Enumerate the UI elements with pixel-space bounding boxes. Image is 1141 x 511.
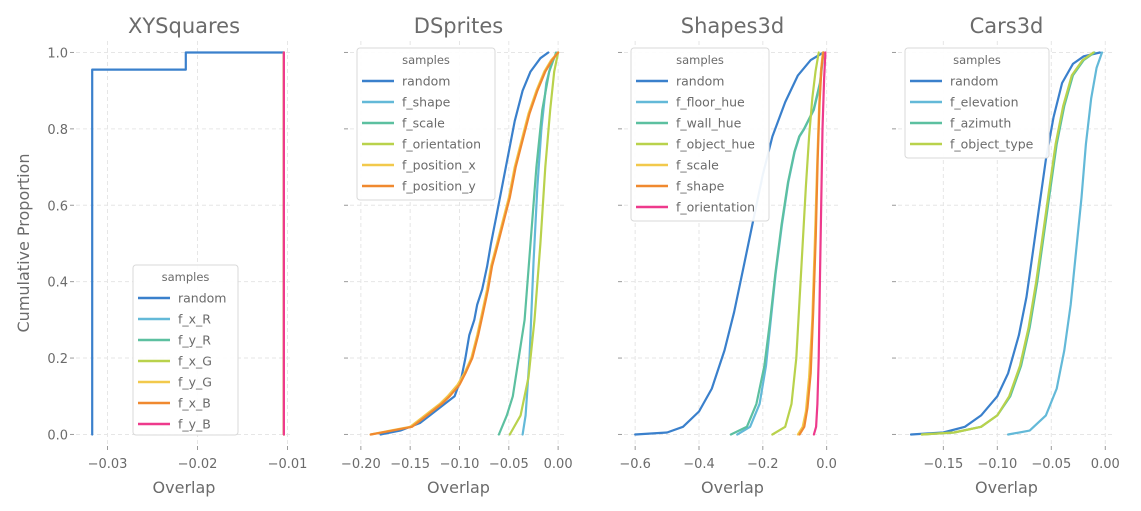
legend-label: f_object_hue [676, 137, 755, 152]
x-tick-label: −0.6 [619, 457, 651, 472]
y-tick-label: 0.2 [47, 352, 68, 367]
legend-label: f_x_B [178, 396, 211, 411]
x-tick-label: −0.10 [977, 457, 1017, 472]
series-line-random [379, 51, 550, 436]
legend-label: f_y_G [178, 375, 212, 390]
legend-title: samples [953, 53, 1001, 67]
y-tick-label: 0.0 [47, 428, 68, 443]
legend-label: f_azimuth [950, 116, 1011, 131]
series-line-f-orientation [812, 51, 827, 436]
legend-label: f_elevation [950, 95, 1019, 110]
legend-label: f_scale [402, 116, 445, 131]
legend-label: f_wall_hue [676, 116, 742, 131]
panel-xysquares: 0.0 0.2 0.4 0.6 0.8 1.0 −0.03 −0.02 −0.01 XYSquar… [47, 14, 307, 497]
series-group [634, 51, 827, 436]
legend-label: f_y_B [178, 417, 211, 432]
series-line-f-object-type [920, 51, 1095, 436]
legend: samples random f_shape f_scale f_orientation… [356, 47, 496, 201]
x-tick-label: −0.2 [747, 457, 779, 472]
series-line-random [634, 51, 825, 436]
legend-label: f_x_G [178, 354, 212, 369]
y-tick-label: 0.4 [47, 276, 68, 291]
series-line-random [909, 51, 1101, 436]
legend-label: f_floor_hue [676, 95, 745, 110]
panel-cars3d: −0.15 −0.10 −0.05 0.00 Cars3d Overlap samples r… [892, 14, 1120, 497]
legend-label: f_position_x [402, 158, 476, 173]
legend-label: f_scale [676, 158, 719, 173]
panel-shapes3d: −0.6 −0.4 −0.2 0.0 Shapes3d Overlap samples ran… [618, 14, 841, 497]
panel-title: XYSquares [128, 14, 240, 38]
legend-label: f_y_R [178, 333, 211, 348]
legend-label: f_object_type [950, 137, 1034, 152]
legend-box [904, 47, 1050, 159]
series-line-f-object-hue [771, 51, 820, 436]
x-tick-label: −0.15 [923, 457, 963, 472]
legend-label: random [402, 74, 450, 89]
panel-dsprites: −0.20 −0.15 −0.10 −0.05 0.00 DSprites Overlap s… [341, 14, 573, 497]
series-line-f-orientation [508, 51, 560, 436]
x-tick-label: 0.0 [816, 457, 837, 472]
legend-title: samples [162, 270, 210, 284]
series-line-f-scale [497, 51, 558, 436]
x-tick-label: −0.4 [683, 457, 715, 472]
x-axis-label: Overlap [701, 478, 764, 497]
x-tick-label: 0.00 [1091, 457, 1120, 472]
legend-label: f_orientation [402, 137, 481, 152]
legend: samples random f_floor_hue f_wall_hue f_obje… [630, 47, 770, 222]
legend-box [132, 264, 239, 436]
legend-label: f_position_y [402, 179, 476, 194]
panel-title: Shapes3d [681, 14, 784, 38]
panel-title: DSprites [414, 14, 503, 38]
legend-label: f_shape [402, 95, 451, 110]
x-tick-label: −0.10 [440, 457, 480, 472]
series-line-f-elevation [1007, 51, 1104, 436]
legend-label: f_x_R [178, 312, 211, 327]
series-line-f-position-y [369, 51, 560, 436]
series-group [369, 51, 560, 436]
x-tick-label: −0.15 [390, 457, 430, 472]
legend: samples random f_x_R f_y_R f_x_G f_y_G f_x_B f_… [132, 264, 239, 436]
legend-label: f_orientation [676, 200, 755, 215]
y-axis-label: Cumulative Proportion [14, 154, 33, 333]
legend-box [630, 47, 770, 222]
x-tick-label: −0.20 [341, 457, 381, 472]
panels: 0.0 0.2 0.4 0.6 0.8 1.0 −0.03 −0.02 −0.01 XYSquar… [47, 14, 1119, 497]
x-tick-label: −0.03 [88, 457, 128, 472]
x-axis-label: Overlap [427, 478, 490, 497]
legend-title: samples [676, 53, 724, 67]
legend-label: random [950, 74, 998, 89]
x-axis-label: Overlap [975, 478, 1038, 497]
legend: samples random f_elevation f_azimuth f_objec… [904, 47, 1050, 159]
series-group [909, 51, 1104, 436]
panel-title: Cars3d [970, 14, 1044, 38]
series-line-random [91, 51, 285, 436]
y-tick-label: 0.8 [47, 123, 68, 138]
x-tick-label: −0.05 [489, 457, 529, 472]
series-line-f-shape [798, 51, 825, 436]
x-axis-label: Overlap [153, 478, 216, 497]
legend-label: random [178, 291, 226, 306]
y-tick-label: 0.6 [47, 199, 68, 214]
x-tick-label: −0.02 [178, 457, 218, 472]
x-tick-label: −0.01 [268, 457, 308, 472]
legend-label: f_shape [676, 179, 725, 194]
legend-box [356, 47, 496, 201]
legend-label: random [676, 74, 724, 89]
series-group [91, 51, 285, 436]
x-tick-label: −0.05 [1031, 457, 1071, 472]
legend-title: samples [402, 53, 450, 67]
x-tick-label: 0.00 [544, 457, 573, 472]
y-tick-label: 1.0 [47, 46, 68, 61]
